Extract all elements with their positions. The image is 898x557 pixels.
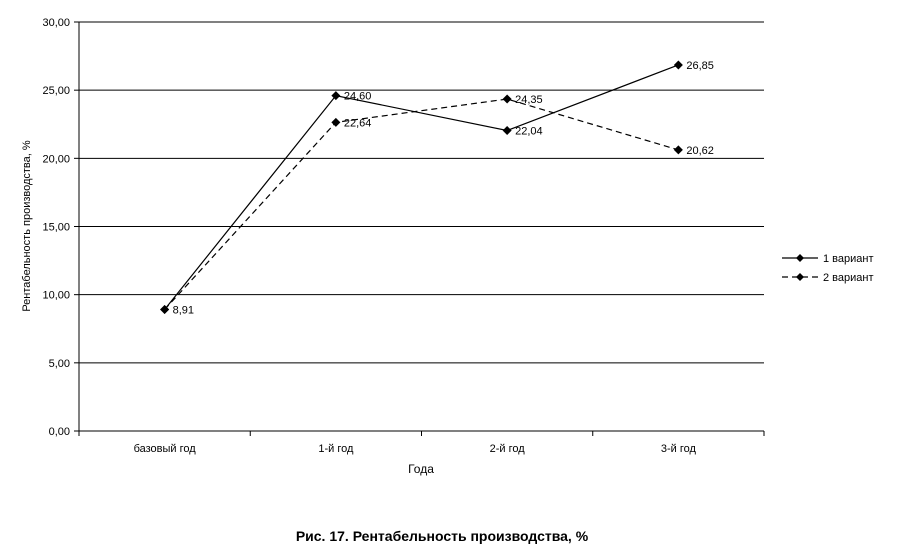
y-tick-label: 5,00 [49, 358, 70, 370]
legend-label: 1 вариант [823, 253, 874, 265]
x-tick-label: 3-й год [661, 443, 697, 455]
data-label: 22,64 [344, 117, 372, 129]
data-labels: 8,91 24,60 22,04 26,85 22,64 24,35 20,62 [173, 60, 714, 317]
data-label: 24,60 [344, 91, 372, 103]
data-label: 20,62 [686, 145, 714, 157]
series-line-2 [164, 98, 679, 310]
y-tick-label: 15,00 [42, 222, 70, 234]
series-2-marker [160, 305, 170, 315]
y-axis-ticks: 0,00 5,00 10,00 15,00 20,00 25,00 30,00 [42, 17, 79, 438]
series-1-marker [502, 126, 512, 136]
x-tick-label: 1-й год [318, 443, 354, 455]
legend-marker [796, 273, 804, 281]
legend: 1 вариант 2 вариант [782, 253, 874, 284]
series-line-1 [164, 64, 679, 310]
y-axis-title: Рентабельность производства, % [21, 140, 33, 312]
chart: 0,00 5,00 10,00 15,00 20,00 25,00 30,00 базовы… [21, 17, 874, 476]
series-2-marker [331, 117, 341, 127]
data-label: 24,35 [515, 94, 543, 106]
series-2-marker [502, 94, 512, 104]
series-1-marker [331, 91, 341, 101]
y-tick-label: 10,00 [42, 290, 70, 302]
x-axis-title: Года [408, 462, 434, 476]
y-tick-label: 0,00 [49, 426, 70, 438]
gridlines [79, 21, 764, 364]
series-1-marker [673, 60, 683, 70]
x-tick-label: 2-й год [490, 443, 526, 455]
data-label: 26,85 [686, 60, 714, 72]
series-group [160, 60, 683, 315]
y-tick-label: 30,00 [42, 17, 70, 29]
data-label: 8,91 [173, 305, 194, 317]
legend-marker [796, 254, 804, 262]
legend-label: 2 вариант [823, 272, 874, 284]
x-axis-ticks: базовый год 1-й год 2-й год 3-й год [78, 431, 765, 455]
figure-caption: Рис. 17. Рентабельность производства, % [295, 528, 589, 544]
y-tick-label: 20,00 [42, 153, 70, 165]
series-2-marker [673, 145, 683, 155]
y-tick-label: 25,00 [42, 85, 70, 97]
x-tick-label: базовый год [134, 443, 197, 455]
data-label: 22,04 [515, 126, 543, 138]
